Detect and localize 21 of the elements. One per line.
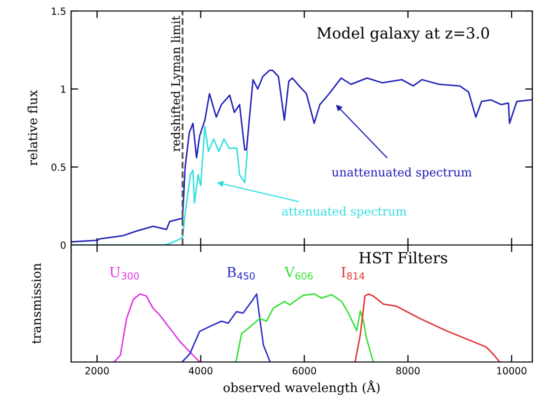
y-tick-label: 0.5: [51, 163, 66, 171]
y-tick-label: 1.5: [52, 8, 66, 15]
annotation: unattenuated spectrum: [332, 167, 472, 179]
annotation: attenuated spectrum: [282, 206, 406, 218]
series-label: I$_{814}$: [342, 267, 364, 280]
chart-title: HST Filters: [359, 252, 448, 264]
x-tick-label: 6000: [292, 367, 316, 374]
ref-line-label: redshifted Lyman limit: [170, 16, 183, 152]
y-axis-title: transmission: [32, 263, 41, 344]
x-tick-label: 10000: [497, 367, 526, 374]
y-tick-label: 1: [61, 86, 66, 93]
text: Model galaxy at z=3.0: [317, 26, 490, 42]
series-label: V$_{606}$: [284, 267, 313, 280]
x-tick-label: 2000: [85, 367, 109, 374]
series-label: U$_{300}$: [110, 267, 139, 280]
x-tick-label: 8000: [396, 367, 420, 374]
series-label: B$_{450}$: [227, 267, 255, 280]
x-tick-label: 4000: [188, 367, 212, 374]
y-axis-title: relative flux: [28, 90, 38, 166]
x-axis-title: observed wavelength (Å): [224, 380, 380, 395]
y-tick-label: 0: [60, 241, 66, 249]
